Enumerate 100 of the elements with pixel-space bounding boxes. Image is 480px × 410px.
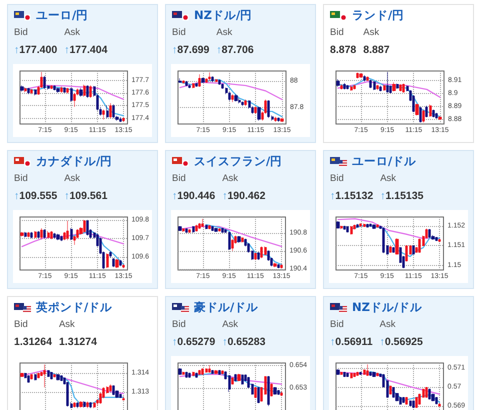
candlestick [188,228,191,234]
candlestick [366,364,369,376]
candlestick [66,88,69,94]
candlestick [366,76,369,82]
candlestick [405,245,408,262]
text: Ask [216,26,232,40]
candlestick [267,100,270,118]
candlestick [372,371,376,378]
candlestick [115,258,119,268]
candlestick [83,220,86,234]
candlestick [415,103,419,116]
candlestick [405,396,408,405]
text: ↑0.65283 [222,335,266,350]
candlestick [237,374,241,382]
candlestick [363,223,366,228]
candlestick [346,84,349,90]
candlestick [79,400,83,408]
candlestick [60,86,63,94]
candlestick [402,396,405,404]
candlestick [50,230,53,240]
candlestick [376,372,379,376]
text: Ask [380,318,396,332]
candlestick [231,238,234,252]
candlestick [205,224,208,230]
candlestick [234,94,238,102]
candlestick [201,368,204,376]
candlestick [382,228,385,254]
candlestick [350,226,353,235]
candlestick [208,224,211,230]
candlestick [20,85,24,92]
text: Bid [14,318,28,332]
text: Ask [58,318,75,332]
candlestick [373,80,376,90]
line-series [48,370,124,406]
candlestick [369,223,372,227]
candlestick [343,372,346,378]
candlestick [277,390,280,396]
candlestick [47,230,50,239]
candlestick [419,106,422,123]
candlestick [356,224,359,228]
candlestick [76,402,79,408]
candlestick [188,84,191,88]
candlestick [273,386,277,395]
text: ↑1.15132 [330,189,374,204]
candlestick [218,79,221,86]
text: ↑0.56925 [380,335,423,350]
candlestick [201,218,204,228]
candlestick [214,228,218,232]
candlestick [198,370,201,376]
line-series [179,79,283,118]
candlestick [280,390,283,396]
candlestick [24,232,27,238]
candlestick [185,80,188,86]
candlestick [402,83,405,93]
line-series [179,82,283,100]
candlestick [30,88,33,94]
candlestick [47,370,50,378]
candlestick [86,401,89,408]
candlestick [350,372,353,379]
candlestick [353,372,356,378]
candlestick [218,370,221,375]
candlestick [40,228,43,240]
candlestick [178,368,182,376]
candlestick [211,370,214,374]
candlestick [260,246,263,258]
candlestick [43,228,46,239]
candlestick [435,112,438,119]
candlestick [238,98,241,104]
candlestick [280,264,283,268]
candlestick [438,238,441,242]
chart-title: スイスフラン/円 [194,154,282,169]
candlestick [30,374,33,380]
text: ↑177.404 [64,43,108,58]
candlestick [366,224,369,228]
candlestick [122,117,125,122]
candlestick [425,105,428,118]
candlestick [231,94,234,102]
text: Bid [172,318,186,332]
candlestick [73,402,76,408]
line-series [337,77,441,118]
candlestick [340,372,343,376]
candlestick [109,251,112,258]
candlestick [264,246,267,256]
candlestick [438,403,441,407]
candlestick [359,223,362,227]
candlestick [34,230,37,239]
candlestick [343,82,346,90]
candlestick [63,86,66,94]
line-series [337,81,441,98]
line-series [192,372,282,394]
candlestick [237,236,241,244]
candlestick [396,83,399,90]
candlestick [109,102,112,119]
candlestick [415,396,418,408]
candlestick [109,384,112,392]
candlestick [205,368,208,373]
candlestick [389,385,392,395]
candlestick [267,376,270,406]
candlestick [254,252,257,260]
candlestick [53,232,56,239]
